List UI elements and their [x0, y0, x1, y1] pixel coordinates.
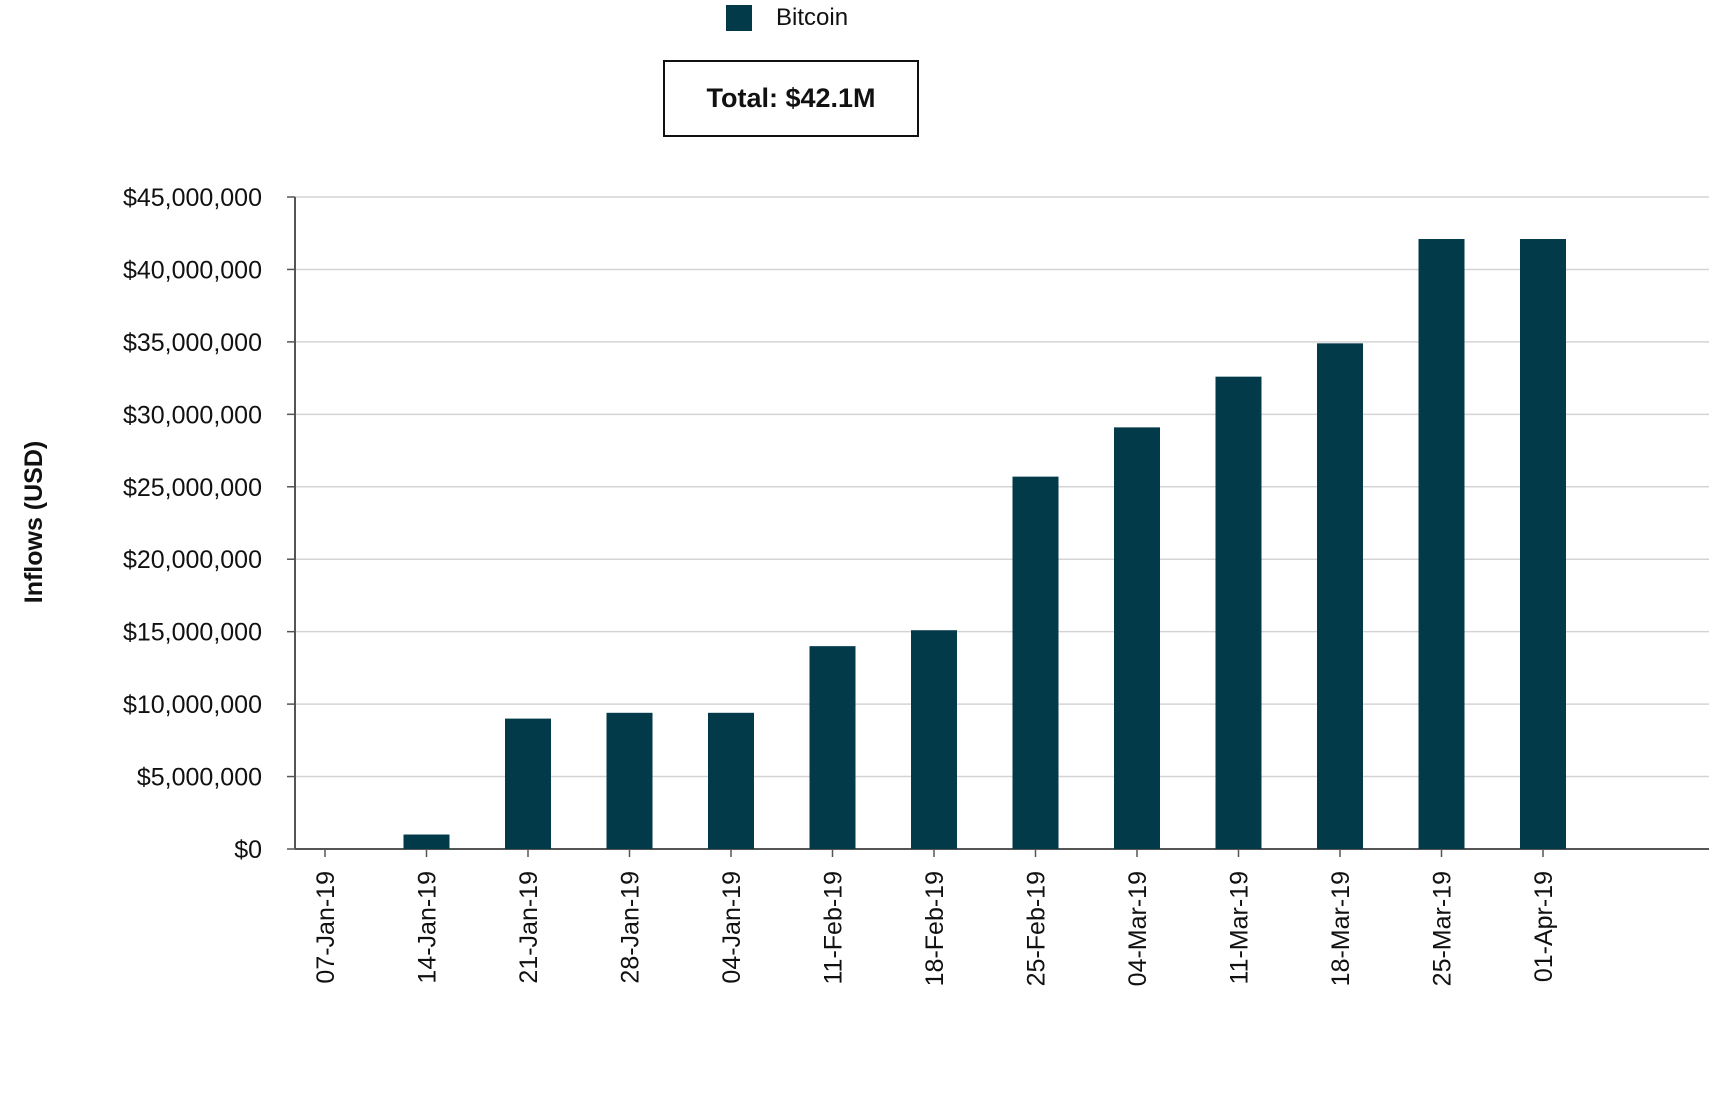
bar-25-Mar-19: [1418, 239, 1465, 850]
x-tick-label: 18-Feb-19: [921, 871, 949, 986]
bar-14-Jan-19: [403, 834, 450, 849]
y-tick-labels: $0 $5,000,000 $10,000,000 $15,000,000 $20,00…: [123, 184, 262, 864]
bar-18-Mar-19: [1317, 343, 1363, 849]
x-tick-label: 21-Jan-19: [515, 871, 543, 984]
y-tick-label: $15,000,000: [123, 619, 262, 647]
bar-11-Mar-19: [1215, 376, 1262, 849]
bar-25-Feb-19: [1012, 476, 1059, 849]
bars: [403, 239, 1566, 850]
x-tick-label: 28-Jan-19: [617, 871, 645, 984]
y-tick-label: $0: [234, 836, 262, 864]
y-tick-label: $25,000,000: [123, 474, 262, 502]
total-annotation: Total: $42.1M: [663, 60, 919, 137]
x-tick-label: 25-Mar-19: [1429, 871, 1457, 986]
bar-04-Mar-19: [1114, 427, 1160, 849]
bar-28-Jan-19: [606, 712, 653, 849]
legend-label-bitcoin: Bitcoin: [776, 4, 849, 31]
bar-18-Feb-19: [911, 630, 957, 849]
x-tick-label: 18-Mar-19: [1327, 871, 1355, 986]
bar-04-Jan-19: [708, 712, 754, 849]
y-tick-label: $5,000,000: [137, 764, 262, 792]
bar-11-Feb-19: [809, 646, 856, 849]
y-tick-label: $45,000,000: [123, 184, 262, 212]
x-tick-labels: 07-Jan-19 14-Jan-19 21-Jan-19 28-Jan-19 04-J…: [312, 871, 1558, 986]
x-tick-label: 11-Feb-19: [820, 871, 848, 985]
x-tick-label: 14-Jan-19: [414, 871, 442, 984]
y-tick-label: $35,000,000: [123, 329, 262, 357]
x-tick-label: 07-Jan-19: [312, 871, 340, 984]
axes: [294, 197, 1544, 857]
bar-01-Apr-19: [1520, 239, 1566, 850]
x-tick-label: 04-Jan-19: [718, 871, 746, 984]
bar-21-Jan-19: [505, 718, 551, 849]
legend-swatch: [726, 5, 752, 31]
y-axis-title: Inflows (USD): [20, 441, 48, 604]
gridlines: [287, 196, 1709, 850]
legend: Bitcoin: [726, 4, 848, 32]
x-tick-label: 25-Feb-19: [1023, 871, 1051, 986]
x-tick-label: 04-Mar-19: [1124, 871, 1152, 986]
x-tick-label: 11-Mar-19: [1226, 871, 1254, 984]
y-tick-label: $20,000,000: [123, 546, 262, 574]
x-tick-label: 01-Apr-19: [1530, 871, 1558, 982]
y-tick-label: $30,000,000: [123, 401, 262, 429]
y-tick-label: $10,000,000: [123, 691, 262, 719]
y-tick-label: $40,000,000: [123, 256, 262, 284]
